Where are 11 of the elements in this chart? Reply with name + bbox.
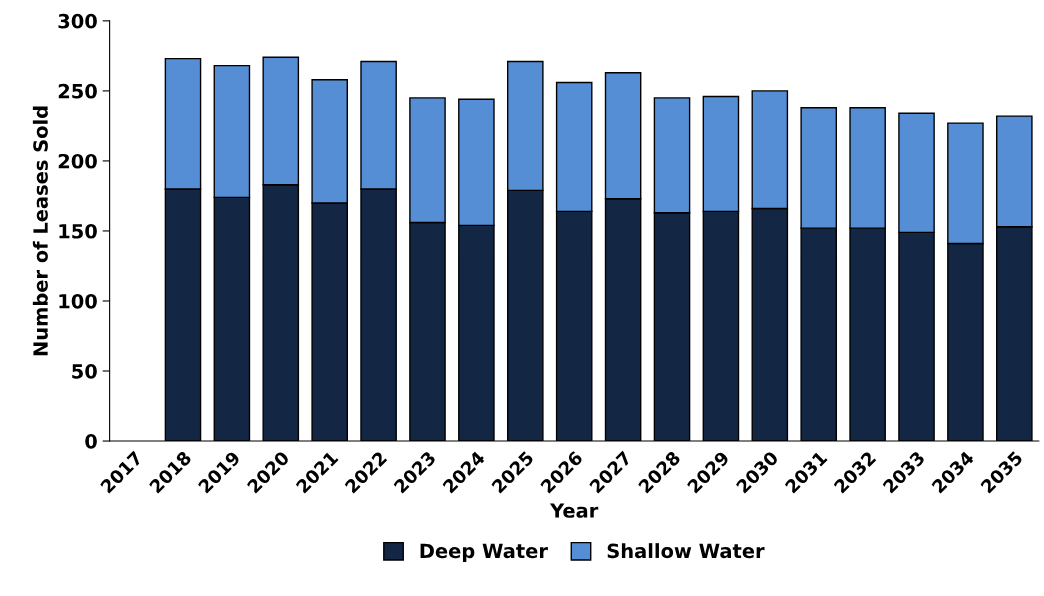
legend-label: Deep Water [420,543,548,562]
y-tick-label: 100 [59,293,97,309]
y-tick-label: 200 [58,153,97,169]
y-tick-label: 300 [58,13,97,29]
y-tick-label: 250 [58,83,97,99]
y-axis-title: Number of Leases Sold [32,106,48,356]
x-axis-title: Year [549,503,599,518]
legend-label: Shallow Water [607,543,765,559]
y-tick-label: 50 [72,363,97,379]
y-tick-label: 0 [85,434,97,449]
y-tick-label: 150 [59,223,97,239]
